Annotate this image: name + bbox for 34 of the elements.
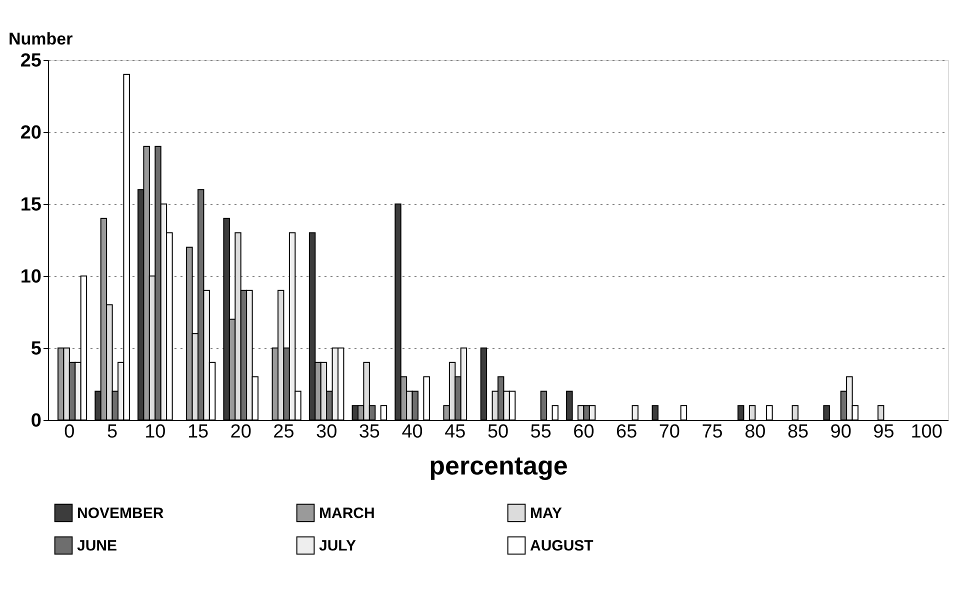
x-tick-label: 0 [64, 422, 75, 442]
x-tick-label: 100 [910, 422, 942, 442]
x-tick-label: 15 [187, 422, 209, 442]
legend-label: MARCH [319, 504, 375, 522]
x-tick-label: 65 [616, 422, 638, 442]
x-tick-label: 55 [530, 422, 552, 442]
y-tick-label: 15 [20, 194, 42, 216]
x-tick-label: 50 [487, 422, 509, 442]
legend-label: NOVEMBER [77, 504, 164, 522]
x-tick-label: 5 [106, 422, 118, 442]
x-tick-label: 30 [316, 422, 338, 442]
x-tick-label: 85 [787, 422, 809, 442]
x-tick-label: 35 [358, 422, 380, 442]
x-tick-label: 20 [230, 422, 252, 442]
x-tick-label: 40 [402, 422, 423, 442]
y-axis-title: Number [8, 30, 74, 48]
x-tick-label: 80 [744, 422, 766, 442]
x-tick-label: 60 [573, 422, 594, 442]
y-tick-label: 25 [20, 50, 42, 72]
x-axis-title: percentage [429, 450, 568, 480]
x-tick-label: 25 [273, 422, 294, 442]
legend-label: JULY [319, 538, 356, 554]
y-tick-label: 5 [30, 338, 42, 360]
x-tick-label: 75 [702, 422, 723, 442]
x-tick-label: 95 [873, 422, 894, 442]
x-tick-label: 45 [444, 422, 466, 442]
x-tick-label: 70 [658, 422, 680, 442]
x-tick-label: 10 [144, 422, 166, 442]
y-tick-label: 20 [20, 122, 42, 144]
legend-label: JUNE [77, 538, 118, 554]
y-tick-label: 10 [20, 266, 42, 288]
x-tick-label: 90 [830, 422, 852, 442]
legend-label: AUGUST [530, 538, 594, 554]
legend-label: MAY [530, 504, 562, 522]
